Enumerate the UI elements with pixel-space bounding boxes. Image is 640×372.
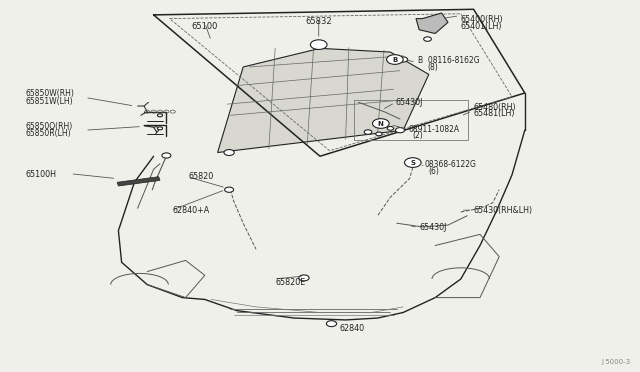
Text: 65430J: 65430J [419,223,447,232]
Circle shape [372,119,389,128]
Text: 62840: 62840 [339,324,364,333]
Text: 65850Q(RH): 65850Q(RH) [26,122,73,131]
Circle shape [424,37,431,41]
Circle shape [387,126,394,130]
Text: J 5000-3: J 5000-3 [601,359,630,365]
Text: 65400(RH): 65400(RH) [461,15,504,24]
Text: (6): (6) [429,167,440,176]
Circle shape [396,128,404,133]
Text: 65100: 65100 [191,22,218,31]
Circle shape [157,114,163,117]
Text: (2): (2) [413,131,424,140]
Text: 08911-1082A: 08911-1082A [408,125,460,134]
Circle shape [299,275,309,281]
Circle shape [224,150,234,155]
Circle shape [310,40,327,49]
Circle shape [157,127,163,130]
Text: 65480(RH): 65480(RH) [474,103,516,112]
Polygon shape [416,13,448,33]
Text: 65850W(RH): 65850W(RH) [26,89,74,98]
Text: 65401(LH): 65401(LH) [461,22,502,31]
Circle shape [376,132,382,136]
Text: 65430J: 65430J [396,98,423,107]
Circle shape [399,57,408,62]
Circle shape [404,158,421,167]
Circle shape [387,55,403,64]
Text: (8): (8) [428,63,438,72]
Text: 08368-6122G: 08368-6122G [424,160,476,169]
Text: 65820E: 65820E [275,278,305,287]
Text: B: B [392,57,397,62]
Text: 65100H: 65100H [26,170,56,179]
Text: 65430(RH&LH): 65430(RH&LH) [474,206,532,215]
Text: 65851W(LH): 65851W(LH) [26,97,73,106]
Text: 65481(LH): 65481(LH) [474,109,515,118]
Circle shape [364,130,372,134]
Text: 65820: 65820 [189,172,214,181]
Circle shape [326,321,337,327]
Text: 62840+A: 62840+A [173,206,210,215]
Text: N: N [378,121,384,126]
Text: S: S [410,160,415,166]
Text: 65832: 65832 [305,17,332,26]
Text: 65850R(LH): 65850R(LH) [26,129,71,138]
Circle shape [225,187,234,192]
Polygon shape [218,48,429,153]
Text: B  08116-8162G: B 08116-8162G [418,56,479,65]
Polygon shape [117,177,160,186]
Circle shape [162,153,171,158]
